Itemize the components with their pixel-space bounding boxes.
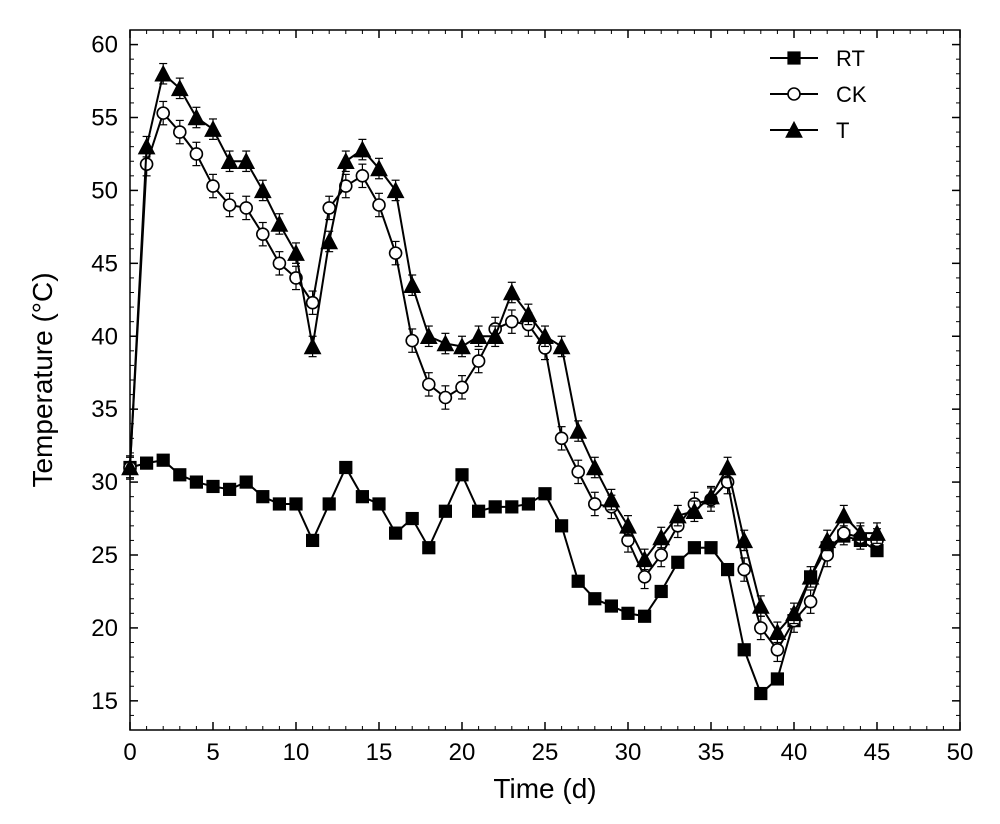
x-tick-label: 35 (698, 739, 725, 766)
legend-label-RT: RT (836, 46, 865, 71)
y-tick-label: 50 (91, 177, 118, 204)
y-tick-label: 30 (91, 469, 118, 496)
x-tick-label: 40 (781, 739, 808, 766)
y-tick-label: 40 (91, 323, 118, 350)
x-tick-label: 0 (123, 739, 136, 766)
y-tick-label: 25 (91, 542, 118, 569)
x-tick-label: 25 (532, 739, 559, 766)
x-tick-label: 30 (615, 739, 642, 766)
y-tick-label: 20 (91, 615, 118, 642)
y-tick-label: 35 (91, 396, 118, 423)
x-tick-label: 5 (206, 739, 219, 766)
x-tick-label: 20 (449, 739, 476, 766)
y-axis-label: Temperature (°C) (27, 272, 58, 487)
x-tick-label: 45 (864, 739, 891, 766)
chart-svg: 0 5 10 15 20 25 30 35 40 45 50 15 20 25 30 35 40 45 50 55 60… (0, 0, 1000, 824)
legend-label-CK: CK (836, 82, 867, 107)
y-tick-label: 60 (91, 32, 118, 59)
y-tick-label: 55 (91, 105, 118, 132)
chart-container: 0 5 10 15 20 25 30 35 40 45 50 15 20 25 30 35 40 45 50 55 60… (0, 0, 1000, 824)
x-tick-label: 50 (947, 739, 974, 766)
x-tick-label: 15 (366, 739, 393, 766)
x-tick-label: 10 (283, 739, 310, 766)
x-axis-label: Time (d) (493, 773, 596, 804)
legend-label-T: T (836, 118, 849, 143)
y-tick-label: 15 (91, 688, 118, 715)
y-tick-label: 45 (91, 250, 118, 277)
